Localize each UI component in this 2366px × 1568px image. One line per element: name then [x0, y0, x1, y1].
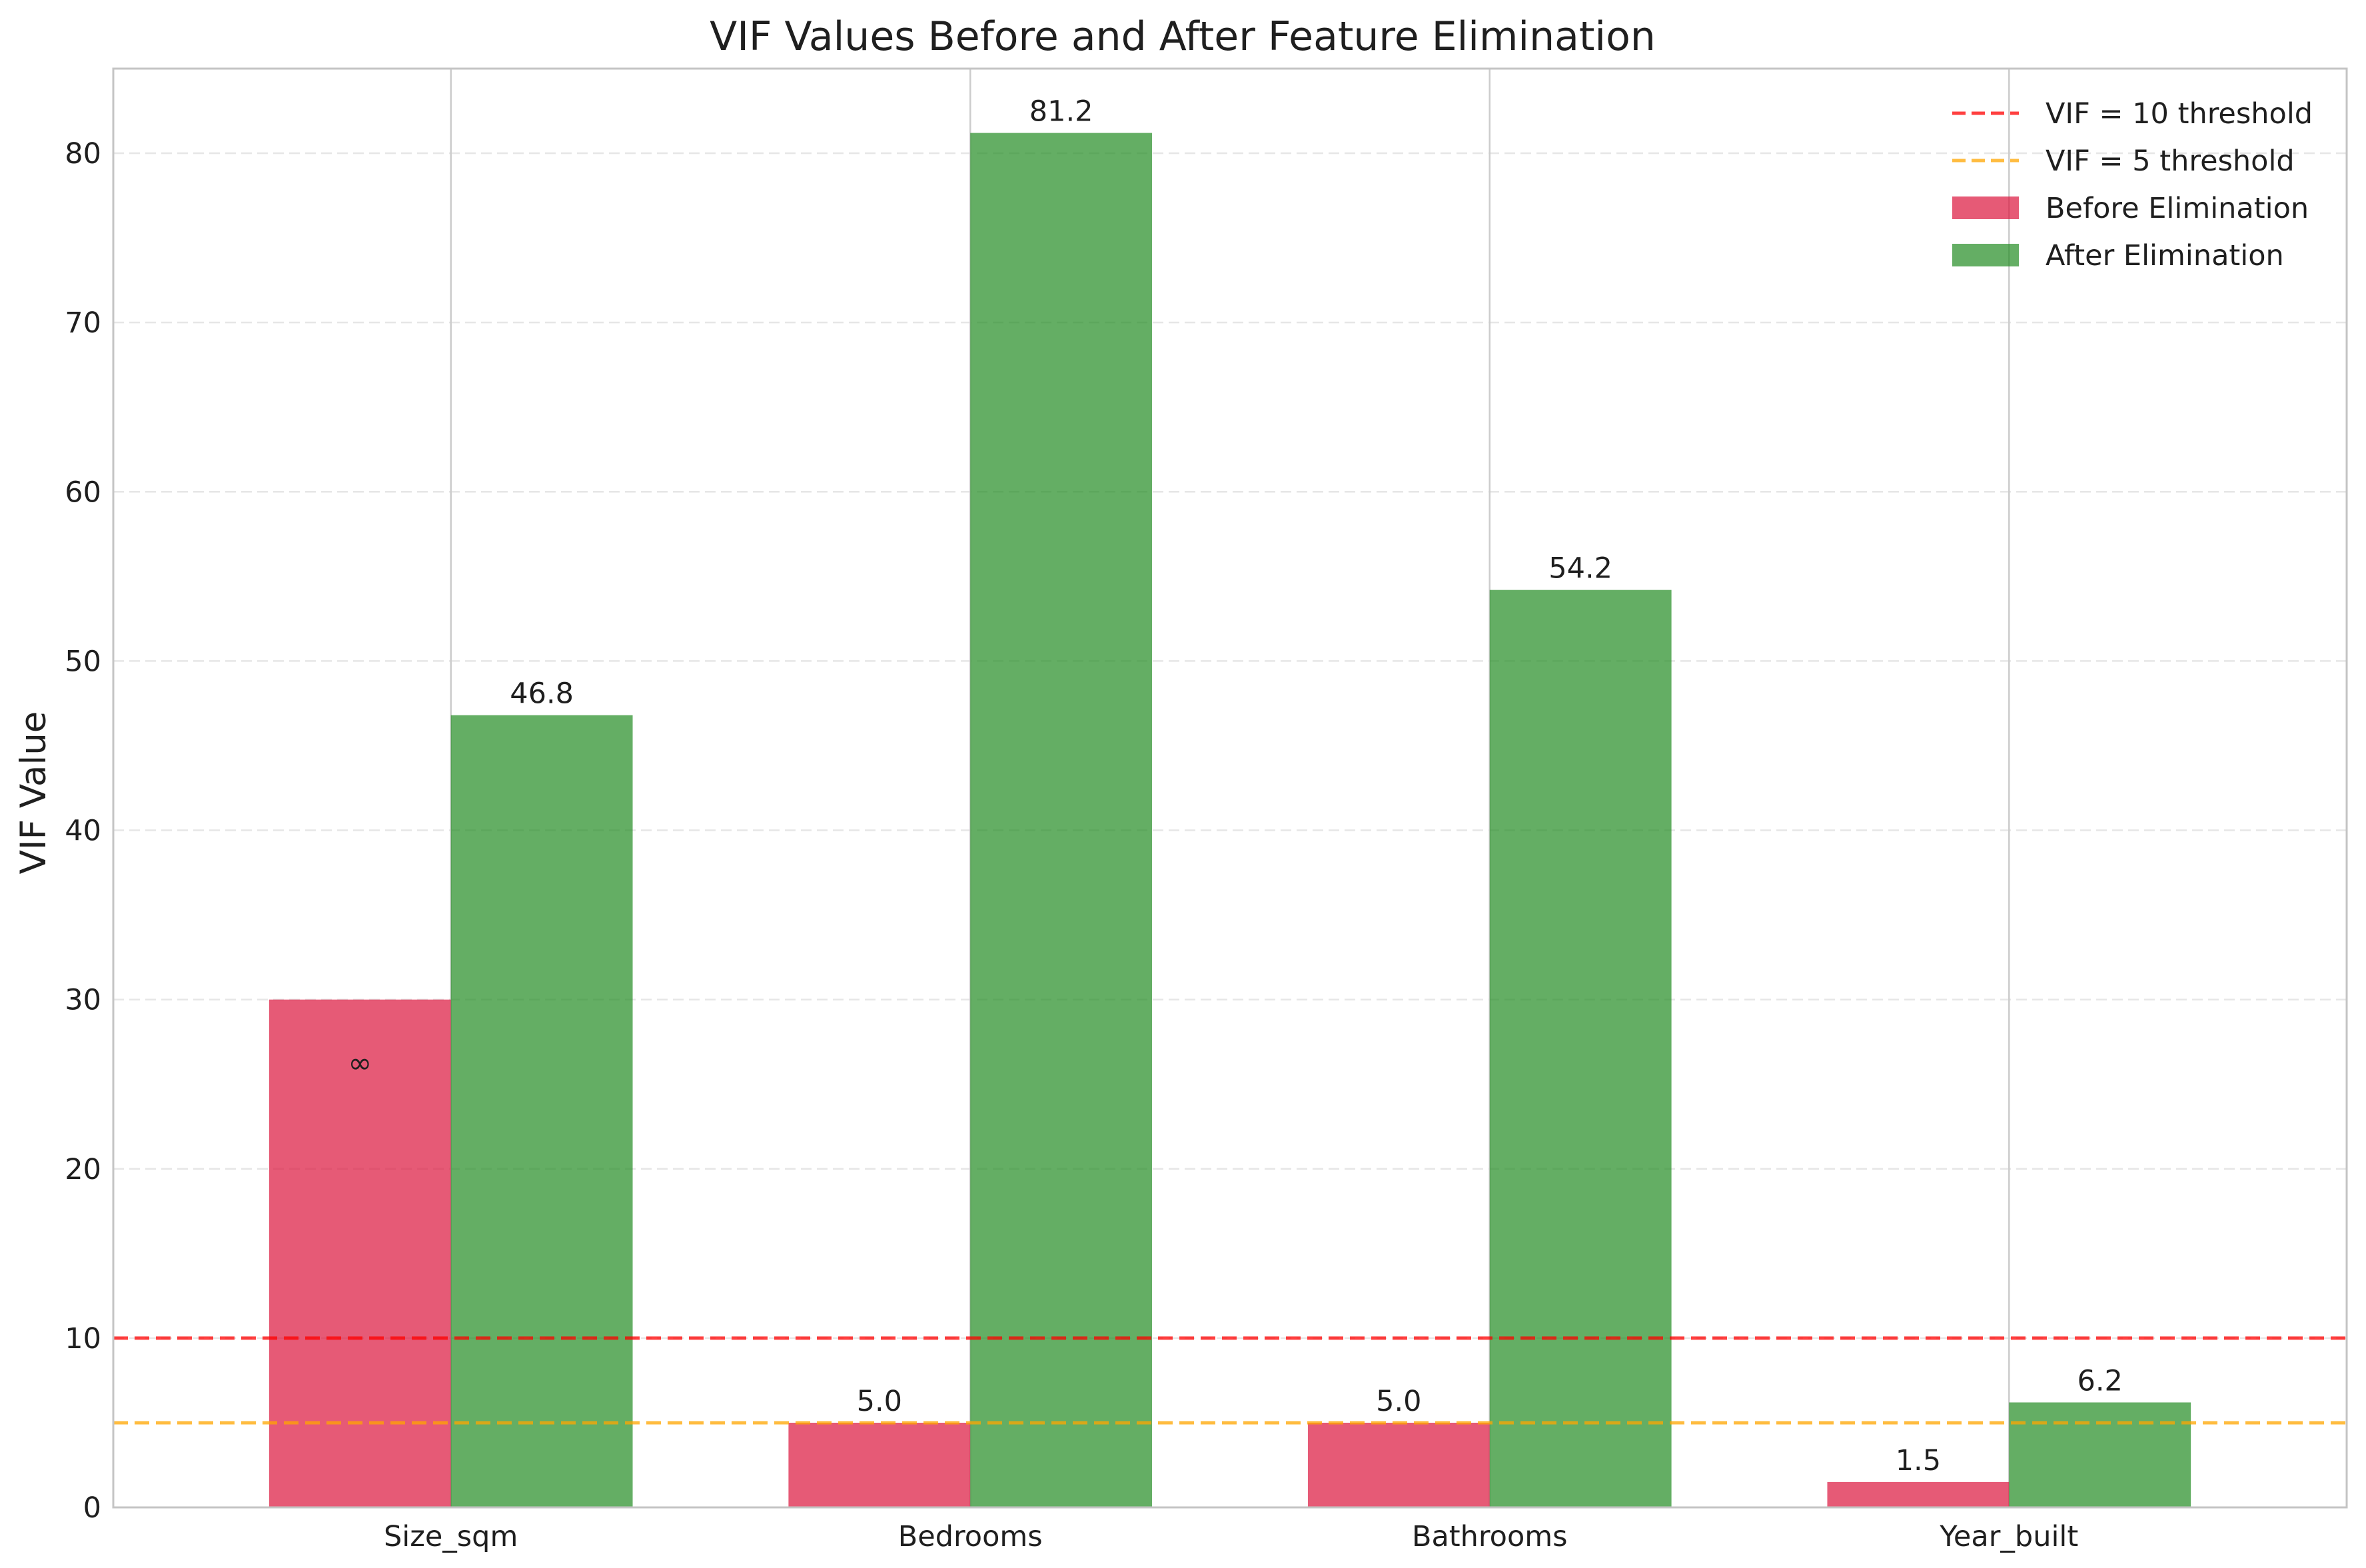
bar-after-elimination-year-built: [2009, 1402, 2191, 1507]
bar-after-elimination-size-sqm: [450, 715, 633, 1507]
legend: VIF = 10 threshold VIF = 5 threshold Befor…: [1952, 97, 2313, 272]
data-label-after-elimination-bedrooms: 81.2: [1029, 95, 1093, 129]
legend-label-before-elimination: Before Elimination: [2046, 192, 2309, 225]
axis-ticks: 0 10 20 30 40 50 60 70 80 Size_sqm Bedrooms Bathroo…: [65, 137, 2078, 1553]
threshold-lines: [113, 1336, 2347, 1425]
bar-after-elimination-bathrooms: [1489, 589, 1672, 1507]
y-tick-label-30: 30: [65, 984, 101, 1017]
bars: [269, 133, 2191, 1508]
bar-after-elimination-bedrooms: [970, 133, 1153, 1508]
y-tick-label-40: 40: [65, 815, 101, 848]
data-label-after-elimination-bathrooms: 54.2: [1548, 552, 1612, 586]
legend-label-vif-5-threshold: VIF = 5 threshold: [2046, 145, 2295, 178]
chart-title: VIF Values Before and After Feature Elim…: [710, 13, 1656, 60]
y-tick-label-0: 0: [83, 1491, 101, 1525]
bar-before-elimination-bedrooms: [788, 1422, 971, 1507]
x-tick-label-bedrooms: Bedrooms: [898, 1520, 1043, 1553]
legend-swatch-after-elimination: [1952, 244, 2019, 266]
x-tick-label-size-sqm: Size_sqm: [384, 1520, 518, 1553]
data-label-before-elimination-bathrooms: 5.0: [1376, 1385, 1421, 1418]
y-axis-label: VIF Value: [13, 711, 54, 875]
y-tick-label-10: 10: [65, 1322, 101, 1356]
y-tick-label-60: 60: [65, 476, 101, 509]
y-tick-label-70: 70: [65, 306, 101, 340]
x-tick-label-bathrooms: Bathrooms: [1412, 1520, 1568, 1553]
y-tick-label-20: 20: [65, 1153, 101, 1186]
legend-label-vif-10-threshold: VIF = 10 threshold: [2046, 97, 2313, 131]
data-label-before-elimination-size-sqm: ∞: [348, 1047, 372, 1080]
bar-before-elimination-year-built: [1827, 1481, 2010, 1507]
data-label-before-elimination-year-built: 1.5: [1896, 1444, 1941, 1477]
x-tick-label-year-built: Year_built: [1939, 1520, 2078, 1553]
legend-label-after-elimination: After Elimination: [2046, 239, 2284, 272]
data-label-after-elimination-size-sqm: 46.8: [510, 677, 574, 711]
y-tick-label-50: 50: [65, 645, 101, 678]
plot-frame: [112, 67, 2348, 1509]
legend-swatch-before-elimination: [1952, 196, 2019, 219]
y-tick-label-80: 80: [65, 137, 101, 171]
bar-before-elimination-bathrooms: [1307, 1422, 1490, 1507]
data-labels: ∞ 5.0 5.0 1.5 46.8 81.2 54.2 6.2: [348, 95, 2123, 1477]
data-label-after-elimination-year-built: 6.2: [2077, 1364, 2123, 1397]
data-label-before-elimination-bedrooms: 5.0: [857, 1385, 902, 1418]
